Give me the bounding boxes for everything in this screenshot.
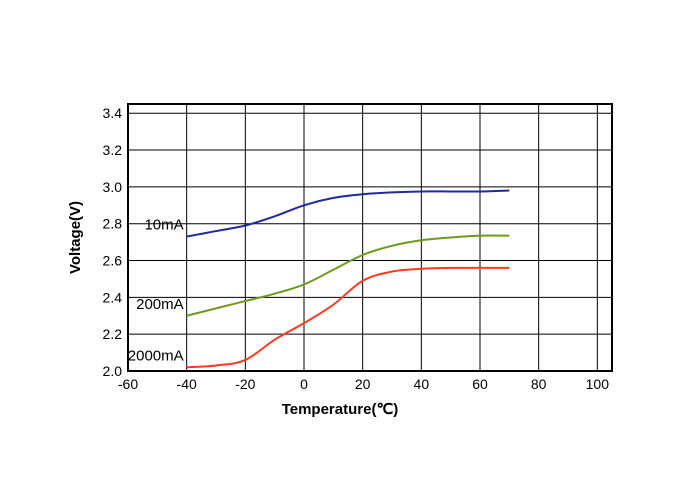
- x-tick-label: 40: [414, 376, 430, 392]
- x-axis-title: Temperature(℃): [282, 401, 399, 418]
- series-line-200mA: [186, 234, 510, 317]
- plot-frame: [127, 103, 613, 372]
- x-tick-label: 20: [355, 376, 371, 392]
- series-line-2000mA: [186, 266, 510, 369]
- series-label: 2000mA: [128, 347, 184, 364]
- y-tick-label: 3.0: [103, 179, 123, 195]
- y-tick-label: 3.2: [103, 142, 123, 158]
- y-tick-label: 3.4: [103, 105, 123, 121]
- x-tick-label: -40: [177, 376, 197, 392]
- x-tick-label: -20: [235, 376, 255, 392]
- series-lines: [186, 189, 510, 369]
- x-tick-labels: -60 -40 -20 0 20 40 60 80 100: [118, 376, 609, 392]
- x-tick-label: -60: [118, 376, 138, 392]
- series-labels: 10mA 200mA 2000mA: [128, 217, 184, 365]
- y-tick-label: 2.4: [103, 289, 123, 305]
- x-tick-label: 60: [472, 376, 488, 392]
- series-line-10mA: [186, 189, 510, 238]
- series-label: 10mA: [144, 217, 183, 234]
- x-tick-label: 80: [531, 376, 547, 392]
- y-tick-labels: 2.0 2.2 2.4 2.6 2.8 3.0 3.2 3.4: [103, 105, 123, 379]
- y-tick-label: 2.6: [103, 253, 123, 269]
- x-tick-label: 100: [586, 376, 610, 392]
- series-label: 200mA: [136, 296, 184, 313]
- y-tick-label: 2.2: [103, 326, 123, 342]
- y-axis-title: Voltage(V): [67, 201, 84, 274]
- y-tick-label: 2.8: [103, 216, 123, 232]
- y-tick-label: 2.0: [103, 363, 123, 379]
- grid-lines: [128, 104, 612, 371]
- x-tick-label: 0: [300, 376, 308, 392]
